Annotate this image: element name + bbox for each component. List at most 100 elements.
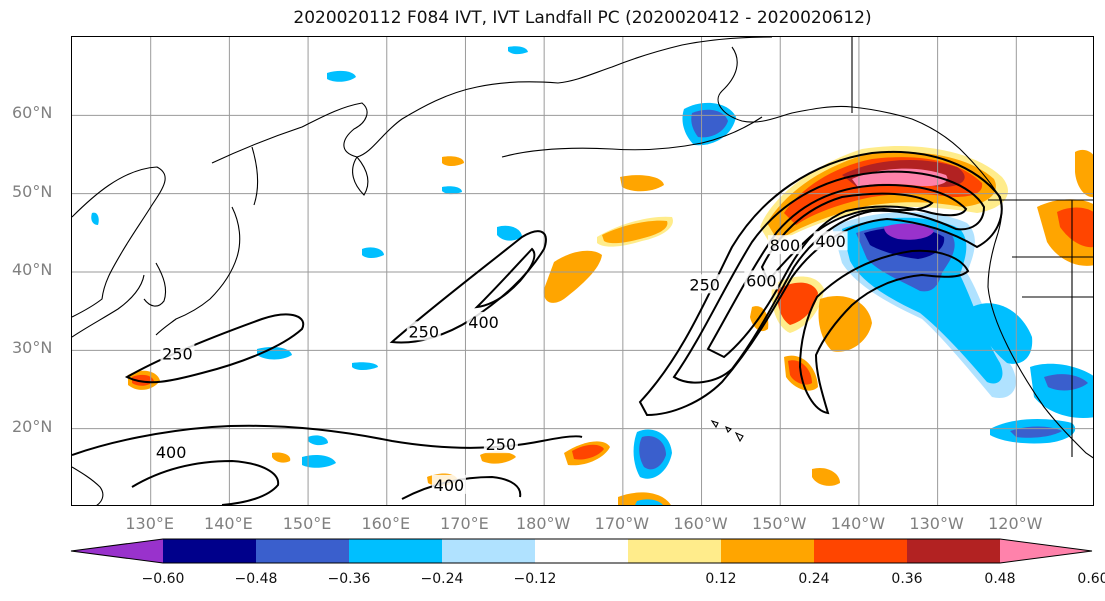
contour-label-bg [431, 474, 466, 494]
colorbar-tick-label: −0.60 [141, 571, 185, 587]
contour-250-landfall [638, 151, 1003, 417]
lat-label: 30°N [12, 338, 53, 358]
colorbar-swatch [256, 539, 350, 563]
coastline-kamchatka [352, 156, 369, 196]
contour-label: 600 [746, 271, 777, 290]
contour-label-bg [744, 270, 779, 290]
contour-400-hook [798, 249, 970, 415]
contour-label-bg [466, 311, 501, 331]
lat-label: 50°N [12, 181, 53, 201]
contour-labels: 250 250 400 250 400 400 250 600 800 400 [154, 231, 848, 495]
colorbar-tick-label: 0.36 [891, 571, 923, 587]
shade-patch [602, 220, 668, 244]
contour-label: 400 [815, 232, 846, 251]
colorbar-swatch [628, 539, 722, 563]
map-canvas[interactable]: 250 250 400 250 400 400 250 600 800 400 [72, 37, 1094, 506]
coastline-asia [72, 166, 166, 318]
colorbar-tick-label: 0.60 [1077, 571, 1105, 587]
lon-label: 130°W [909, 514, 964, 533]
coastline-siberia [211, 37, 773, 164]
contour-label-bg [687, 274, 722, 294]
contour-label: 250 [689, 275, 720, 294]
contour-label: 250 [486, 435, 517, 454]
colorbar-tick-label: −0.48 [234, 571, 278, 587]
border-states [1012, 200, 1093, 457]
contour-250-south [72, 424, 583, 456]
contour-label-bg [483, 434, 518, 454]
contour-800 [760, 192, 934, 283]
colorbar-swatch [163, 539, 257, 563]
contour-label: 400 [434, 476, 465, 495]
shade-patch [620, 175, 664, 192]
contour-label: 250 [162, 344, 193, 363]
lon-label: 150°W [752, 514, 807, 533]
colorbar-tick-label: −0.36 [327, 571, 371, 587]
shade-patch [480, 451, 516, 464]
shade-patch [272, 452, 291, 463]
colorbar-swatch [442, 539, 536, 563]
lon-label: 140°E [204, 514, 253, 533]
colorbar-swatch [907, 539, 1001, 563]
colorbar-swatch [721, 539, 815, 563]
shade-patch [302, 455, 336, 468]
coastline-china [72, 274, 145, 338]
contour-label-bg [154, 441, 189, 461]
contour-400-landfall [672, 170, 986, 384]
shade-patch [777, 282, 818, 325]
lat-label: 60°N [12, 103, 53, 123]
colorbar-tick-label: 0.48 [984, 571, 1016, 587]
shade-patch [884, 223, 934, 240]
lon-label: 180°W [515, 514, 571, 533]
shade-patch [635, 499, 663, 505]
contour-label: 250 [408, 322, 439, 341]
shade-patch [442, 186, 462, 195]
coastline-west-coast [987, 192, 1093, 459]
coastline-aleutians [501, 116, 763, 158]
contour-label-bg [813, 231, 848, 251]
contour-600 [706, 183, 968, 359]
shade-patch [497, 225, 522, 241]
contour-400-south-2 [401, 475, 522, 500]
contour-400-mid [474, 247, 536, 309]
lon-label: 170°E [440, 514, 489, 533]
contour-label-bg [767, 235, 802, 255]
shade-patch [812, 467, 840, 486]
shade-patch [1057, 207, 1093, 248]
coastline-philippines [72, 466, 104, 505]
colorbar-swatch [349, 539, 443, 563]
map-gridlines [72, 37, 1093, 505]
shade-patch [1030, 363, 1093, 418]
coastlines [72, 37, 1093, 505]
ivt-contours [72, 151, 1003, 505]
contour-label: 400 [156, 443, 187, 462]
coastline-sakhalin [251, 146, 259, 206]
map-title: 2020020112 F084 IVT, IVT Landfall PC (20… [293, 8, 872, 28]
shade-patch [1044, 374, 1088, 391]
lon-label: 160°E [361, 514, 411, 533]
colorbar-tick-label: 0.12 [705, 571, 737, 587]
lon-label: 170°W [594, 514, 650, 533]
lon-label: 140°W [830, 514, 886, 533]
map-panel[interactable]: 250 250 400 250 400 400 250 600 800 400 [71, 36, 1094, 506]
coastline-alaska [717, 46, 998, 194]
colorbar [70, 538, 1093, 564]
colorbar-swatch [814, 539, 908, 563]
colorbar-swatch [71, 539, 163, 563]
contour-label: 400 [468, 313, 499, 332]
colorbar-outline [70, 538, 1093, 564]
lon-label: 130°E [125, 514, 175, 533]
coastline-korea [143, 262, 167, 307]
coastline-hawaii [710, 419, 744, 443]
shade-patch [308, 435, 328, 446]
contour-250-west [124, 313, 305, 384]
shade-patch [442, 156, 464, 166]
colorbar-swatch [535, 539, 629, 563]
lon-label: 150°E [282, 514, 332, 533]
shade-patch [1010, 426, 1062, 438]
shade-patch [818, 296, 872, 352]
shade-patch [691, 109, 728, 138]
contour-label-bg [406, 321, 441, 341]
contour-250-mid [389, 230, 547, 344]
colorbar-tick-label: −0.24 [420, 571, 464, 587]
colorbar-swatch [1000, 539, 1092, 563]
